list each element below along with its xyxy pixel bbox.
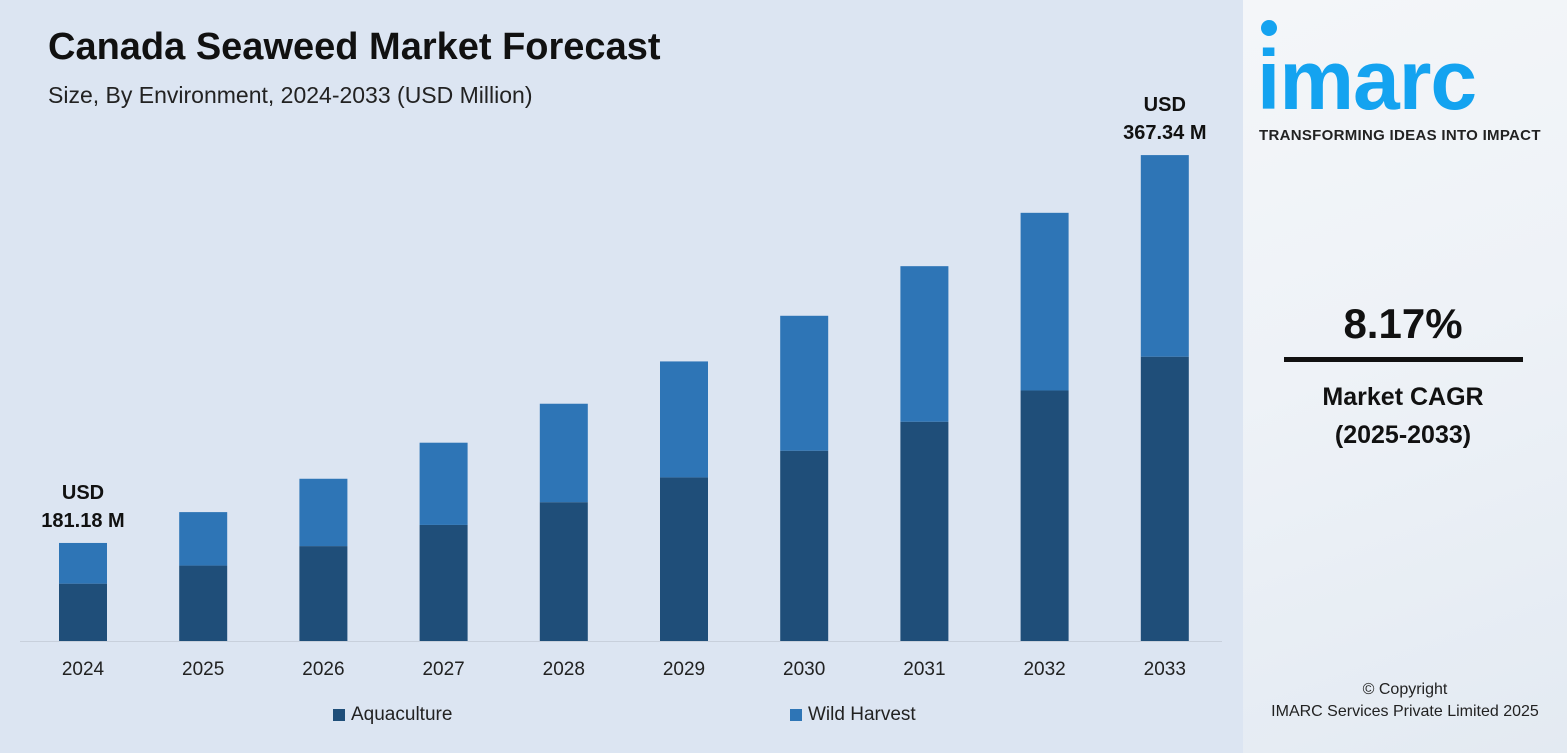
logo-tagline: TRANSFORMING IDEAS INTO IMPACT [1259,127,1541,144]
bar-wild-harvest-2024 [59,542,107,584]
sidebar: imarc TRANSFORMING IDEAS INTO IMPACT 8.1… [1243,0,1567,753]
legend-item-wild-harvest: Wild Harvest [790,704,916,726]
legend-item-aquaculture: Aquaculture [333,704,452,726]
bar-wild-harvest-2032 [1020,212,1069,391]
cagr-divider [1284,357,1523,362]
x-tick-label: 2025 [182,659,224,680]
chart-subtitle: Size, By Environment, 2024-2033 (USD Mil… [48,82,533,108]
cagr-period: (2025-2033) [1334,421,1472,449]
bar-aquaculture-2029 [660,477,708,641]
bar-aquaculture-2030 [780,450,829,641]
bar-wild-harvest-2025 [179,512,228,566]
x-tick-label: 2029 [663,659,705,680]
bar-wild-harvest-2028 [539,403,588,503]
cagr-label-text: Market CAGR [1322,383,1484,411]
bar-aquaculture-2025 [179,565,228,641]
bar-wild-harvest-2029 [660,361,708,478]
data-label-value: 181.18 M [41,510,124,532]
logo-dot-icon [1261,20,1277,36]
bar-wild-harvest-2026 [299,478,348,547]
cagr-label: Market CAGR (2025-2033) [1283,378,1523,454]
cagr-value: 8.17% [1343,300,1463,347]
bar-aquaculture-2028 [539,502,588,641]
bar-chart: 2024 2025 2026 2027 2028 2029 2030 2031 2032 2033… [20,94,1222,680]
bar-wild-harvest-2033 [1140,155,1189,357]
bar-wild-harvest-2031 [900,266,949,422]
x-tick-label: 2032 [1023,659,1065,680]
x-tick-label: 2028 [543,659,585,680]
data-label-currency: USD [1144,94,1186,116]
x-tick-label: 2027 [422,659,464,680]
copyright: © Copyright [1362,681,1448,698]
copyright-owner: IMARC Services Private Limited 2025 [1271,703,1539,720]
bar-aquaculture-2027 [419,524,468,641]
chart-panel: Canada Seaweed Market Forecast Size, By … [0,0,1243,753]
legend-label: Wild Harvest [808,704,916,725]
x-tick-label: 2031 [903,659,945,680]
bar-aquaculture-2024 [59,583,107,641]
legend-swatch [333,709,345,721]
imarc-logo: imarc [1257,33,1477,127]
x-tick-label: 2024 [62,659,105,680]
chart-title: Canada Seaweed Market Forecast [48,26,661,68]
bar-wild-harvest-2027 [419,442,468,525]
x-tick-label: 2026 [302,659,344,680]
legend-label: Aquaculture [351,704,453,725]
bar-aquaculture-2033 [1140,356,1189,641]
bar-aquaculture-2026 [299,546,348,641]
data-label-value: 367.34 M [1123,122,1206,144]
x-tick-label: 2033 [1144,659,1186,680]
x-tick-label: 2030 [783,659,825,680]
legend-swatch [790,709,802,721]
bar-wild-harvest-2030 [780,315,829,451]
data-label-currency: USD [62,482,104,504]
bar-aquaculture-2031 [900,421,949,641]
bar-aquaculture-2032 [1020,390,1069,641]
